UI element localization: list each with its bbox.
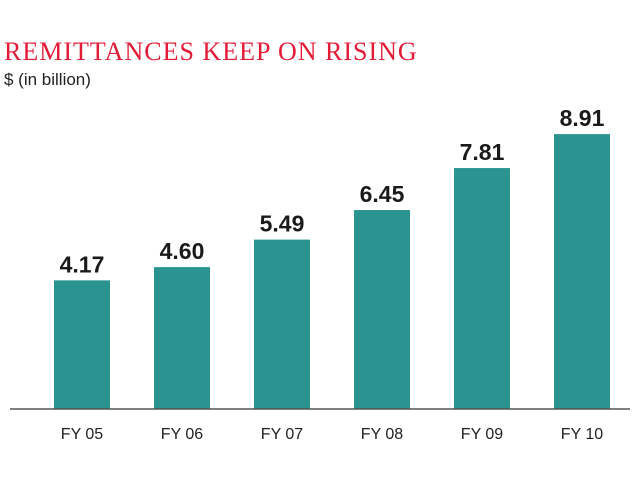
x-tick-label: FY 06 <box>161 426 204 443</box>
bar-fy-06 <box>154 267 210 409</box>
bar-fy-08 <box>354 210 410 409</box>
x-tick-label: FY 09 <box>461 426 504 443</box>
chart-subtitle: $ (in billion) <box>4 70 91 89</box>
value-label: 8.91 <box>560 105 605 131</box>
bar-fy-10 <box>554 134 610 409</box>
bars-group <box>54 134 610 409</box>
bar-fy-09 <box>454 168 510 409</box>
x-tick-label: FY 08 <box>361 426 404 443</box>
x-tick-label: FY 05 <box>61 426 104 443</box>
value-label: 6.45 <box>360 181 405 207</box>
value-label: 7.81 <box>460 139 505 165</box>
value-label: 4.17 <box>60 251 105 277</box>
bar-fy-05 <box>54 280 110 409</box>
value-label: 4.60 <box>160 238 205 264</box>
labels-group: 4.17 FY 05 4.60 FY 06 5.49 FY 07 6.45 FY 08 7.81… <box>60 105 605 443</box>
bar-fy-07 <box>254 239 310 409</box>
chart-title: REMITTANCES KEEP ON RISING <box>4 37 418 66</box>
value-label: 5.49 <box>260 211 305 237</box>
x-tick-label: FY 10 <box>561 426 604 443</box>
x-tick-label: FY 07 <box>261 426 304 443</box>
